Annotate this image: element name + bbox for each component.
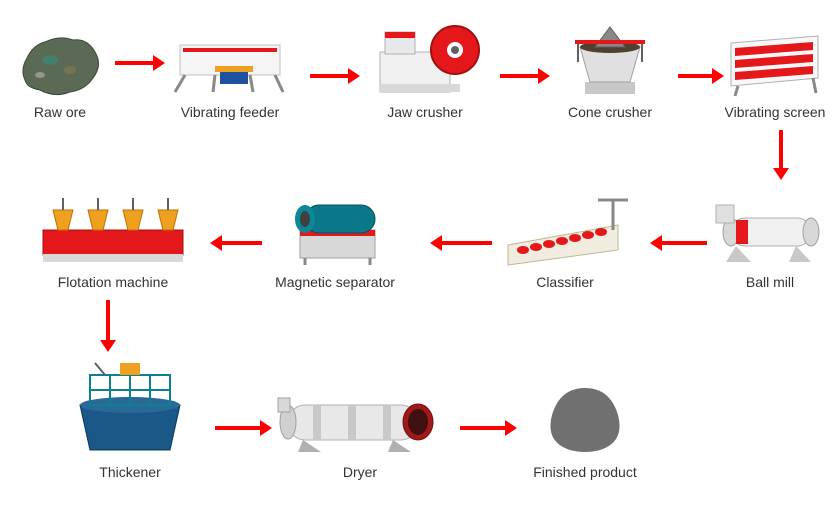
node-classifier: Classifier: [495, 180, 635, 290]
flotation-machine-label: Flotation machine: [58, 274, 169, 290]
node-ball-mill: Ball mill: [710, 180, 830, 290]
arrow-jaw-to-cone: [500, 68, 550, 84]
finished-product-label: Finished product: [533, 464, 637, 480]
arrow-dryer-to-product: [460, 420, 517, 436]
ball-mill-icon: [711, 190, 829, 270]
cone-crusher-label: Cone crusher: [568, 104, 652, 120]
arrow-magsep-to-flotation: [210, 235, 262, 251]
classifier-label: Classifier: [536, 274, 594, 290]
classifier-icon: [498, 190, 633, 270]
raw-ore-icon: [15, 30, 105, 100]
node-jaw-crusher: Jaw crusher: [360, 20, 490, 120]
node-flotation-machine: Flotation machine: [28, 180, 198, 290]
arrow-raw-to-feeder: [115, 55, 165, 71]
thickener-label: Thickener: [99, 464, 160, 480]
finished-product-icon: [540, 380, 630, 460]
arrow-feeder-to-jaw: [310, 68, 360, 84]
node-magnetic-separator: Magnetic separator: [255, 180, 415, 290]
raw-ore-label: Raw ore: [34, 104, 86, 120]
node-thickener: Thickener: [60, 350, 200, 480]
node-cone-crusher: Cone crusher: [550, 20, 670, 120]
node-vibrating-feeder: Vibrating feeder: [160, 20, 300, 120]
node-raw-ore: Raw ore: [10, 20, 110, 120]
vibrating-screen-icon: [723, 28, 828, 100]
dryer-icon: [273, 380, 448, 460]
magnetic-separator-icon: [275, 185, 395, 270]
jaw-crusher-icon: [365, 22, 485, 100]
node-dryer: Dryer: [270, 370, 450, 480]
vibrating-screen-label: Vibrating screen: [725, 104, 826, 120]
arrow-cone-to-screen: [678, 68, 724, 84]
arrow-flotation-to-thickener: [100, 300, 116, 352]
vibrating-feeder-label: Vibrating feeder: [181, 104, 280, 120]
arrow-ballmill-to-classifier: [650, 235, 707, 251]
vibrating-feeder-icon: [165, 30, 295, 100]
thickener-icon: [65, 355, 195, 460]
arrow-thickener-to-dryer: [215, 420, 272, 436]
node-finished-product: Finished product: [520, 370, 650, 480]
jaw-crusher-label: Jaw crusher: [387, 104, 462, 120]
arrow-classifier-to-magsep: [430, 235, 492, 251]
cone-crusher-icon: [560, 22, 660, 100]
node-vibrating-screen: Vibrating screen: [720, 20, 830, 120]
ball-mill-label: Ball mill: [746, 274, 794, 290]
flotation-machine-icon: [33, 190, 193, 270]
magnetic-separator-label: Magnetic separator: [275, 274, 395, 290]
arrow-screen-to-ballmill: [773, 130, 789, 180]
dryer-label: Dryer: [343, 464, 377, 480]
